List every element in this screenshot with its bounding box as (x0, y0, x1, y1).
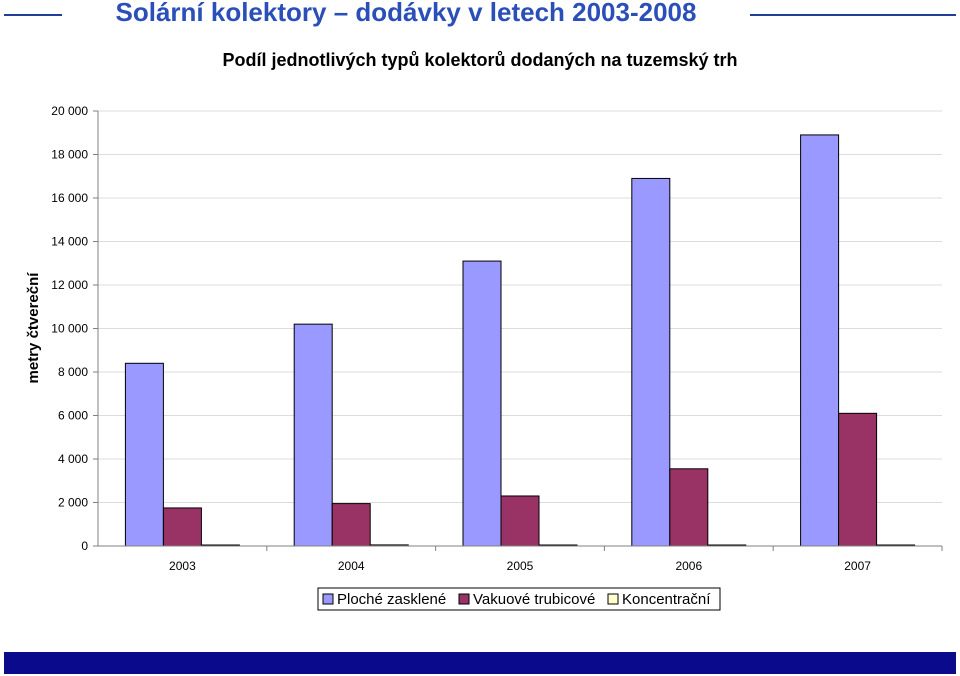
x-tick-label: 2007 (844, 559, 871, 573)
bar (500, 495, 540, 547)
x-tick-label: 2003 (169, 559, 196, 573)
bar (631, 177, 671, 547)
y-tick-label: 20 000 (51, 104, 88, 118)
footer-bar (4, 652, 956, 674)
y-tick-label: 10 000 (51, 322, 88, 336)
legend-label: Vakuové trubicové (473, 591, 595, 608)
bar (331, 503, 371, 547)
y-tick-label: 2 000 (58, 496, 88, 510)
y-axis-label: metry čtvereční (25, 272, 42, 384)
chart-title: Podíl jednotlivých typů kolektorů dodaný… (222, 50, 737, 70)
bar (800, 134, 840, 547)
x-tick-label: 2005 (507, 559, 534, 573)
y-tick-label: 8 000 (58, 365, 88, 379)
header-rule-left (4, 14, 62, 16)
legend-swatch (458, 593, 470, 605)
bar (838, 412, 878, 547)
y-tick-label: 6 000 (58, 409, 88, 423)
legend-label: Koncentrační (622, 591, 711, 608)
legend: Ploché zasklené Vakuové trubicové Koncentr… (317, 587, 721, 611)
y-tick-label: 16 000 (51, 191, 88, 205)
bar-series (124, 134, 916, 547)
legend-box (317, 587, 721, 611)
legend-swatch (607, 593, 619, 605)
y-tick-label: 18 000 (51, 148, 88, 162)
axes: 0 2 000 4 000 6 000 8 000 10 000 12 000 14 000 1… (51, 104, 943, 573)
y-tick-label: 12 000 (51, 278, 88, 292)
slide-title: Solární kolektory – dodávky v letech 200… (115, 0, 697, 27)
x-tick-label: 2004 (338, 559, 365, 573)
bar (162, 507, 202, 547)
y-tick-label: 4 000 (58, 452, 88, 466)
bar-chart: Podíl jednotlivých typů kolektorů dodaný… (25, 50, 943, 611)
legend-label: Ploché zasklené (337, 591, 446, 608)
bar (462, 260, 502, 547)
bar (124, 362, 164, 547)
header-rule-right (750, 14, 956, 16)
legend-swatch (322, 593, 334, 605)
y-tick-label: 0 (81, 539, 88, 553)
y-tick-label: 14 000 (51, 235, 88, 249)
bar (293, 323, 333, 547)
x-tick-label: 2006 (675, 559, 702, 573)
bar (669, 468, 709, 547)
